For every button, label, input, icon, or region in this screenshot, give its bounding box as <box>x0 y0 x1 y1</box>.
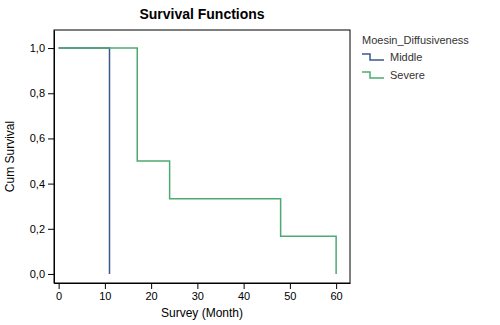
y-tick: 0,2 <box>30 223 54 235</box>
y-tick: 1,0 <box>30 42 54 54</box>
x-tick-line <box>244 283 245 289</box>
series-line <box>59 48 110 274</box>
x-tick: 20 <box>146 283 158 302</box>
y-tick-label: 0,4 <box>30 178 45 190</box>
x-tick-label: 30 <box>192 290 204 302</box>
legend-label: Middle <box>390 51 422 63</box>
x-tick-line <box>197 283 198 289</box>
legend-item: Middle <box>362 51 422 63</box>
y-tick-line <box>48 138 54 139</box>
plot-frame <box>54 30 350 283</box>
y-tick: 0,4 <box>30 178 54 190</box>
legend-label: Severe <box>390 69 425 81</box>
x-tick-label: 0 <box>56 290 62 302</box>
legend-item: Severe <box>362 69 425 81</box>
y-tick-label: 0,6 <box>30 132 45 144</box>
chart-title: Survival Functions <box>139 6 264 22</box>
x-tick-label: 10 <box>99 290 111 302</box>
y-axis: 0,0 0,2 0,4 0,6 0,8 1,0 <box>30 31 55 284</box>
y-tick-line <box>48 93 54 94</box>
y-tick: 0,8 <box>30 87 54 99</box>
x-tick-label: 20 <box>146 290 158 302</box>
y-tick-line <box>48 229 54 230</box>
x-tick-label: 40 <box>238 290 250 302</box>
y-tick-line <box>48 274 54 275</box>
legend-title: Moesin_Diffusiveness <box>362 34 469 46</box>
y-tick: 0,0 <box>30 268 54 280</box>
x-tick-line <box>105 283 106 289</box>
x-tick-label: 60 <box>331 290 343 302</box>
chart: 0 10 20 30 40 50 60 0,0 0,2 0,4 0,6 0,8 1,0 Survival … <box>0 0 500 325</box>
x-tick-line <box>336 283 337 289</box>
y-tick-label: 0,2 <box>30 223 45 235</box>
legend-swatch <box>362 54 384 60</box>
x-tick-line <box>59 283 60 289</box>
y-tick: 0,6 <box>30 132 54 144</box>
y-tick-label: 1,0 <box>30 42 45 54</box>
y-tick-line <box>48 184 54 185</box>
x-tick: 50 <box>284 283 296 302</box>
x-axis: 0 10 20 30 40 50 60 <box>55 283 351 302</box>
y-tick-label: 0,8 <box>30 87 45 99</box>
y-tick-line <box>48 48 54 49</box>
x-tick-label: 50 <box>284 290 296 302</box>
series-line <box>59 48 337 274</box>
y-tick-label: 0,0 <box>30 268 45 280</box>
x-tick: 60 <box>331 283 343 302</box>
x-tick: 30 <box>192 283 204 302</box>
x-tick: 10 <box>99 283 111 302</box>
x-tick: 0 <box>56 283 62 302</box>
x-tick-line <box>290 283 291 289</box>
x-axis-title: Survey (Month) <box>161 306 243 320</box>
plot-area: 0 10 20 30 40 50 60 0,0 0,2 0,4 0,6 0,8 1,0 <box>30 30 351 302</box>
x-tick-line <box>151 283 152 289</box>
y-axis-title: Cum Survival <box>3 121 17 192</box>
series-group <box>59 48 337 274</box>
legend: Moesin_Diffusiveness Middle Severe <box>362 34 469 81</box>
legend-swatch <box>362 72 384 78</box>
x-tick: 40 <box>238 283 250 302</box>
